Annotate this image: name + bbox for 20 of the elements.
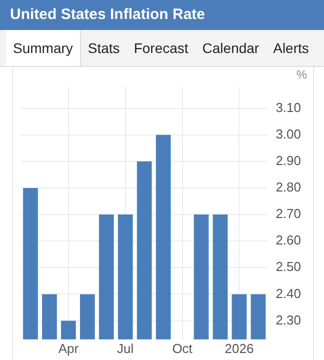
x-tick-label: Apr	[58, 340, 80, 356]
y-tick-label: 2.90	[276, 152, 302, 168]
text: Summary	[6, 30, 81, 66]
y-axis-title: %	[296, 67, 308, 82]
text: Alerts	[272, 39, 310, 58]
y-tick-label: 2.50	[276, 259, 302, 274]
y-tick-label: 3.00	[276, 126, 302, 142]
text: Forecast	[132, 39, 190, 58]
y-tick-label: 2.70	[276, 206, 302, 222]
x-tick-label: 2026	[224, 340, 254, 356]
y-tick-label: 2.30	[276, 312, 302, 328]
y-tick-label: 2.80	[276, 180, 302, 195]
y-tick-label: 3.10	[276, 100, 302, 115]
y-tick-label: 2.40	[276, 286, 302, 301]
x-tick-label: Oct	[172, 340, 193, 356]
chart-title: United States Inflation Rate	[0, 0, 324, 30]
text: Calendar	[201, 39, 260, 58]
x-tick-label: Jul	[117, 340, 134, 356]
y-tick-label: 2.60	[276, 232, 302, 248]
text: Stats	[86, 39, 121, 58]
